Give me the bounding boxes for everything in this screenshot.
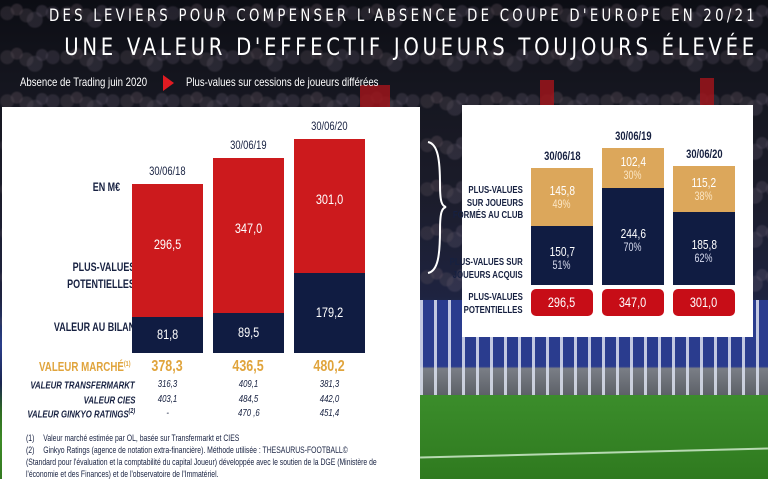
table-row-label: VALEUR GINKYO RATINGS(2) [27, 408, 135, 421]
bar-category-label: 30/06/18 [543, 148, 581, 163]
bar-valeur-bilan-label: 89,5 [237, 324, 260, 341]
market-value: 480,2 [313, 358, 346, 375]
curly-brace-icon [427, 141, 447, 274]
footnote-line: (Standard pour l'évaluation et la compta… [26, 457, 377, 468]
row-label-formes: PLUS-VALUES SUR JOUEURS FORMÉS AU CLUB [452, 185, 523, 221]
crowd-flag [700, 78, 714, 106]
bar-joueurs-acquis-label: 150,7 51% [549, 244, 575, 273]
market-value: 378,3 [151, 358, 184, 375]
table-cell: 451,4 [319, 408, 340, 419]
table-cell: 403,1 [157, 393, 178, 405]
row-label-acquis: PLUS-VALUES SUR JOUEURS ACQUIS [449, 257, 523, 281]
bar-joueurs-formes [602, 148, 664, 189]
bar-joueurs-formes-label: 115,2 38% [691, 174, 717, 203]
bar-plus-values-label: 301,0 [315, 191, 344, 208]
bar-joueurs-formes [673, 166, 735, 212]
total-plus-values-pill: 301,0 [673, 289, 735, 316]
bar-category-label: 30/06/20 [685, 147, 723, 162]
bar-valeur-bilan-label: 81,8 [156, 325, 179, 342]
bar-valeur-bilan [294, 273, 365, 353]
row-label-plus-values-2: POTENTIELLES [67, 279, 135, 291]
footnote-line: (1) Valeur marché estimée par OL, basée s… [26, 433, 240, 444]
bar-joueurs-acquis-label: 185,8 62% [691, 237, 717, 266]
bar-plus-values [294, 139, 365, 274]
row-label-totals: PLUS-VALUES POTENTIELLES [464, 292, 523, 316]
left-chart-panel: EN M€ PLUS-VALUES POTENTIELLES VALEUR AU… [2, 107, 420, 479]
table-cell: 484,5 [238, 393, 259, 405]
crowd-flag [540, 80, 554, 106]
bar-plus-values [132, 184, 203, 317]
footnote-line: l'économie et des Finances) et de l'obse… [26, 469, 219, 479]
bar-joueurs-acquis [673, 211, 735, 285]
table-cell: 442,0 [319, 393, 340, 405]
bar-joueurs-acquis [531, 225, 593, 285]
bar-joueurs-formes [531, 167, 593, 226]
bar-category-label: 30/06/18 [149, 164, 186, 179]
bar-plus-values-label: 347,0 [234, 220, 263, 237]
bar-valeur-bilan-label: 179,2 [315, 304, 344, 321]
row-label-plus-values: PLUS-VALUES [72, 262, 135, 274]
table-cell: 316,3 [157, 379, 178, 390]
crowd-flag [360, 85, 390, 107]
slide-title: UNE VALEUR D'EFFECTIF JOUEURS TOUJOURS É… [64, 33, 758, 61]
table-cell: 409,1 [238, 379, 259, 390]
total-plus-values-pill: 347,0 [602, 289, 664, 316]
table-cell: - [166, 408, 169, 419]
market-value: 436,5 [232, 358, 265, 375]
table-row-label: VALEUR TRANSFERMARKT [30, 380, 135, 392]
row-label-bilan: VALEUR AU BILAN [53, 322, 135, 334]
table-cell: 381,3 [319, 379, 340, 390]
unit-label: EN M€ [92, 182, 120, 194]
bar-joueurs-acquis-label: 244,6 70% [620, 225, 646, 254]
slide-supertitle: DES LEVIERS POUR COMPENSER L'ABSENCE DE … [48, 6, 758, 26]
table-row-label: VALEUR CIES [83, 394, 135, 406]
subtitle-plus-values: Plus-values sur cessions de joueurs diff… [186, 75, 379, 89]
subtitle-trading: Absence de Trading juin 2020 [20, 75, 148, 89]
bar-valeur-bilan [213, 313, 284, 353]
football-pitch [420, 395, 768, 479]
bar-plus-values-label: 296,5 [153, 235, 182, 252]
bar-category-label: 30/06/19 [614, 129, 652, 143]
table-cell: 470 ,6 [237, 408, 260, 419]
right-chart-panel: PLUS-VALUES SUR JOUEURS FORMÉS AU CLUB P… [450, 105, 753, 337]
play-arrow-icon [163, 75, 174, 91]
market-value-label: VALEUR MARCHÉ(1) [39, 360, 131, 374]
bar-joueurs-formes-label: 102,4 30% [620, 154, 646, 183]
bar-plus-values [213, 158, 284, 314]
bar-category-label: 30/06/19 [230, 138, 267, 153]
bar-joueurs-acquis [602, 188, 664, 285]
bar-joueurs-formes-label: 145,8 49% [549, 182, 575, 211]
bar-valeur-bilan [132, 316, 203, 353]
total-plus-values-pill: 296,5 [531, 289, 593, 316]
bar-category-label: 30/06/20 [311, 119, 348, 133]
footnote-line: (2) Ginkyo Ratings (agence de notation ex… [26, 445, 348, 456]
